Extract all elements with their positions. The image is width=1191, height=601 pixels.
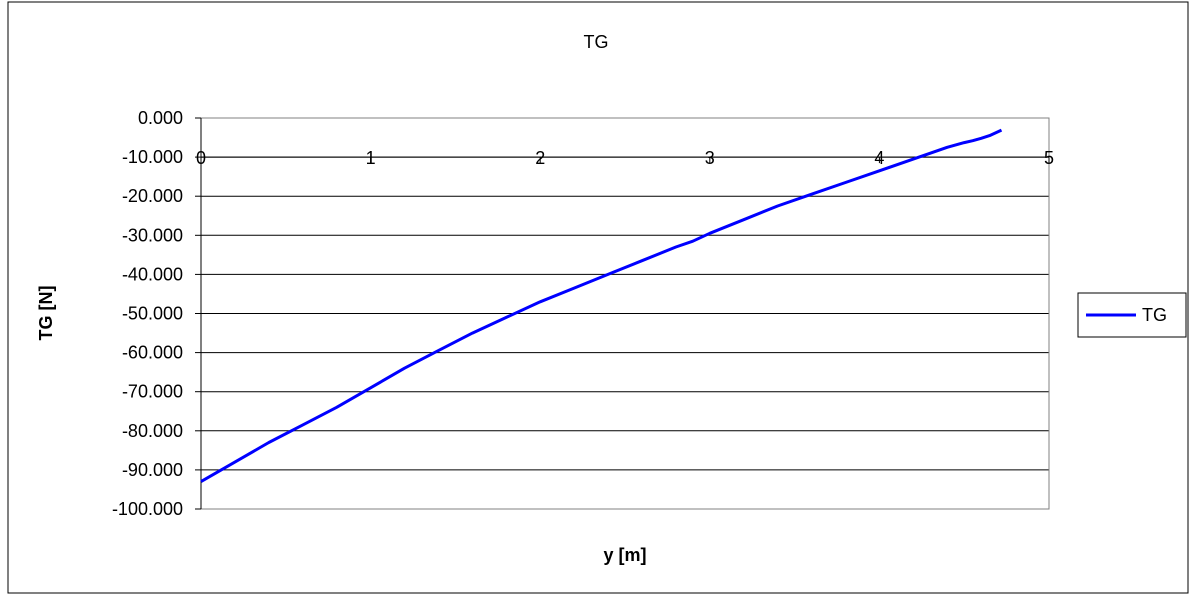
y-tick-label: -20.000	[122, 186, 183, 206]
y-tick-label: -70.000	[122, 382, 183, 402]
y-tick-label: -50.000	[122, 304, 183, 324]
x-axis-title: y [m]	[603, 545, 646, 565]
y-axis: 0.000 -10.000 -20.000 -30.000 -40.000 -50.000…	[112, 108, 202, 519]
y-tick-label: -80.000	[122, 421, 183, 441]
y-tick-label: -100.000	[112, 499, 183, 519]
x-tick-label: 5	[1044, 148, 1054, 168]
chart-border	[7, 1, 1189, 594]
x-tick-label: 1	[366, 148, 376, 168]
y-tick-label: -40.000	[122, 264, 183, 284]
x-tick-label: 3	[705, 148, 715, 168]
x-tick-label: 2	[535, 148, 545, 168]
series-layer	[200, 128, 1003, 483]
y-tick-label: -90.000	[122, 460, 183, 480]
y-axis-title: TG [N]	[36, 286, 56, 341]
legend-label: TG	[1142, 305, 1167, 325]
series-line-tg	[200, 128, 1003, 483]
y-tick-label: -30.000	[122, 225, 183, 245]
y-tick-label: 0.000	[138, 108, 183, 128]
y-tick-label: -60.000	[122, 343, 183, 363]
chart-title: TG	[584, 32, 609, 52]
y-tick-label: -10.000	[122, 147, 183, 167]
legend: TG	[1077, 292, 1187, 338]
x-tick-label: 4	[874, 148, 884, 168]
